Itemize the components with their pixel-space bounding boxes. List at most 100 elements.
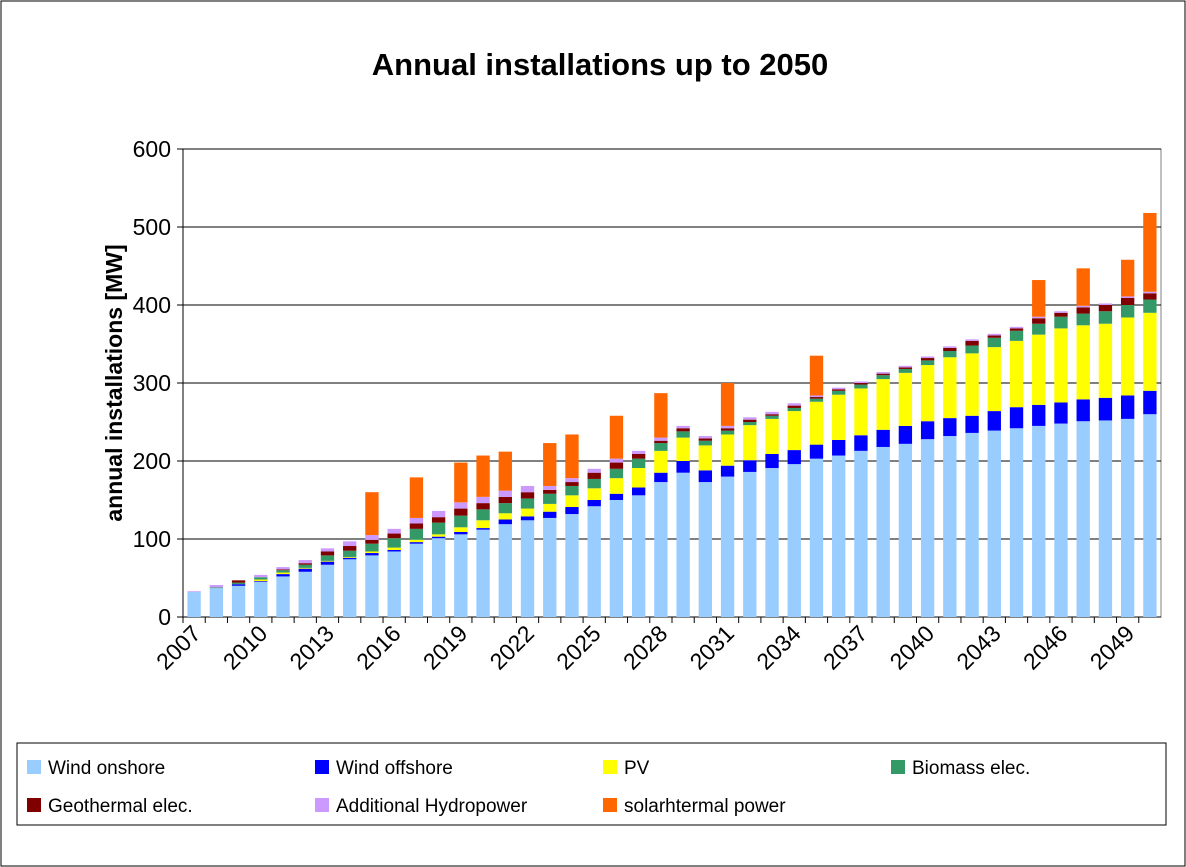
bar-segment [787,405,801,408]
bar-segment [1143,414,1157,617]
bar-segment [1120,259,1135,297]
bar-segment [365,555,379,617]
bar-segment [809,398,824,402]
bar-segment [343,557,357,560]
bar-segment [920,421,935,440]
bar-segment [498,519,512,525]
bar-segment [720,434,735,466]
bar-segment [898,372,913,426]
bar-segment [654,450,668,473]
bar-segment [498,451,512,491]
bar-segment [254,577,268,580]
bar-segment [920,365,935,422]
bar-segment [231,580,246,583]
bar-segment [832,387,846,390]
bar-segment [854,388,868,436]
legend-swatch [27,798,41,812]
bar-segment [587,468,601,473]
bar-segment [1143,291,1157,294]
bar-segment [787,407,801,412]
bar-segment [1120,317,1135,396]
bar-segment [320,548,335,552]
bar-segment [1032,280,1046,317]
y-tick-label: 300 [133,370,171,396]
bar-segment [476,503,490,510]
bar-segment [343,550,357,557]
legend-swatch [315,760,329,774]
bar-segment [298,564,312,568]
bar-segment [654,472,668,483]
bar-segment [454,534,468,617]
bar-segment [565,485,579,496]
bar-segment [520,492,535,499]
bar-segment [920,358,935,361]
bar-segment [854,384,868,389]
bar-segment [987,335,1001,338]
bar-segment [943,436,957,617]
bar-segment [1009,326,1024,329]
bar-segment [1076,399,1090,422]
bar-segment [876,446,890,617]
legend-label: Geothermal elec. [48,796,193,817]
bar-segment [1098,420,1113,617]
chart-title: Annual installations up to 2050 [372,47,828,82]
bar-segment [387,533,401,539]
bar-segment [498,513,512,520]
bar-segment [387,528,401,534]
bar-segment [765,415,779,419]
bar-segment [454,527,468,532]
bar-segment [676,472,690,617]
bar-segment [1009,340,1024,408]
bar-segment [743,425,757,461]
bar-segment [1143,293,1157,300]
bar-segment [1098,311,1113,324]
bar-segment [609,468,624,479]
bar-segment [965,345,979,354]
bar-segment [631,468,646,488]
bar-segment [187,592,201,617]
bar-segment [787,450,801,465]
bar-segment [720,383,735,426]
y-tick-label: 600 [133,136,171,162]
bar-segment [231,584,246,586]
bar-segment [1032,323,1046,335]
bar-segment [1009,330,1024,341]
bar-segment [743,460,757,472]
bar-segment [987,347,1001,412]
bar-segment [565,482,579,486]
bar-segment [409,477,424,518]
bar-segment [320,564,335,617]
bar-segment [209,587,224,589]
bar-segment [1054,312,1068,317]
bar-segment [320,561,335,565]
bar-segment [476,528,490,530]
bar-segment [987,411,1001,431]
bar-segment [987,333,1001,336]
bar-segment [898,368,913,373]
bar-segment [676,431,690,438]
bar-segment [343,546,357,551]
bar-segment [431,517,446,523]
bar-segment [654,393,668,438]
bar-segment [743,417,757,420]
bar-segment [431,510,446,518]
bar-segment [765,411,779,415]
bar-segment [543,489,557,494]
bar-segment [987,337,1001,348]
bar-segment [631,453,646,459]
bar-segment [698,445,713,471]
bar-segment [254,574,268,578]
bar-segment [1143,299,1157,313]
bar-segment [1054,423,1068,617]
bar-segment [943,418,957,437]
bar-segment [1098,305,1113,312]
bar-segment [876,372,890,374]
bar-segment [1076,305,1090,308]
bar-segment [809,355,824,396]
bar-segment [254,581,268,582]
bar-segment [498,490,512,497]
bar-segment [320,555,335,561]
bar-segment [431,534,446,537]
bar-segment [631,458,646,469]
